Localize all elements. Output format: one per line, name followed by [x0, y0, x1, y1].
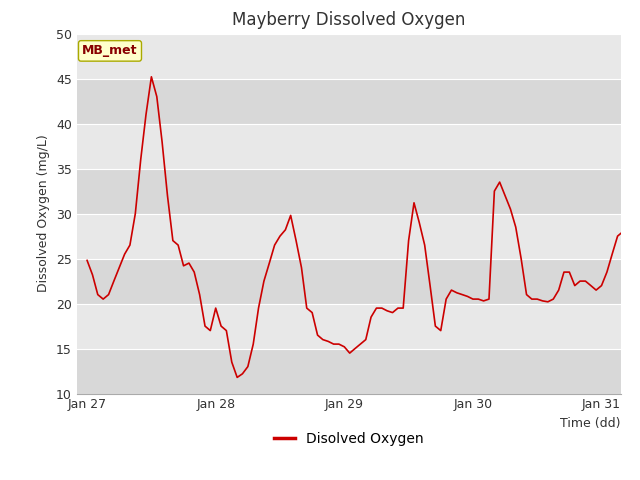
X-axis label: Time (dd): Time (dd) [560, 417, 621, 430]
Bar [77, 168, 621, 214]
Y-axis label: Dissolved Oxygen (mg/L): Dissolved Oxygen (mg/L) [37, 135, 51, 292]
Bar [77, 303, 621, 348]
Legend: Disolved Oxygen: Disolved Oxygen [268, 426, 429, 452]
Text: MB_met: MB_met [82, 44, 138, 58]
Bar [77, 79, 621, 123]
Bar [77, 259, 621, 303]
Title: Mayberry Dissolved Oxygen: Mayberry Dissolved Oxygen [232, 11, 465, 29]
Bar [77, 348, 621, 394]
Bar [77, 214, 621, 259]
Bar [77, 34, 621, 79]
Bar [77, 123, 621, 168]
